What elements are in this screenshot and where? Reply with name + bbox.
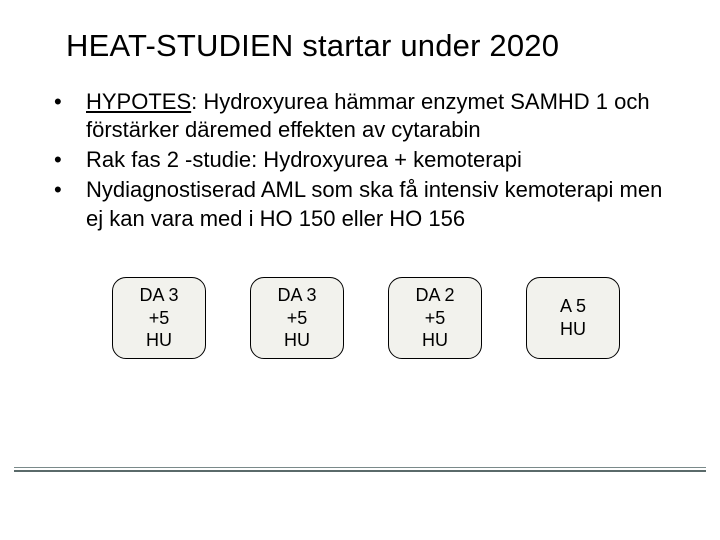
treatment-box: DA 2 +5 HU <box>388 277 482 359</box>
treatment-box: DA 3 +5 HU <box>250 277 344 359</box>
treatment-box: A 5 HU <box>526 277 620 359</box>
box-line: HU <box>560 318 586 341</box>
box-line: HU <box>146 329 172 352</box>
box-line: HU <box>422 329 448 352</box>
bullet-item: Rak fas 2 -studie: Hydroxyurea + kemoter… <box>40 146 680 174</box>
bullet-text: Nydiagnostiserad AML som ska få intensiv… <box>86 177 662 230</box>
box-line: DA 2 <box>415 284 454 307</box>
box-line: A 5 <box>560 295 586 318</box>
box-line: +5 <box>287 307 308 330</box>
box-line: +5 <box>425 307 446 330</box>
treatment-boxes-row: DA 3 +5 HU DA 3 +5 HU DA 2 +5 HU A 5 HU <box>112 277 680 359</box>
slide: HEAT-STUDIEN startar under 2020 HYPOTES:… <box>0 0 720 540</box>
bullet-label-underlined: HYPOTES <box>86 89 191 114</box>
bullet-item: HYPOTES: Hydroxyurea hämmar enzymet SAMH… <box>40 88 680 144</box>
box-line: +5 <box>149 307 170 330</box>
bullet-text: Rak fas 2 -studie: Hydroxyurea + kemoter… <box>86 147 522 172</box>
treatment-box: DA 3 +5 HU <box>112 277 206 359</box>
box-line: HU <box>284 329 310 352</box>
bullet-list: HYPOTES: Hydroxyurea hämmar enzymet SAMH… <box>40 88 680 233</box>
box-line: DA 3 <box>139 284 178 307</box>
footer-divider <box>14 467 706 472</box>
bullet-item: Nydiagnostiserad AML som ska få intensiv… <box>40 176 680 232</box>
box-line: DA 3 <box>277 284 316 307</box>
page-title: HEAT-STUDIEN startar under 2020 <box>66 28 680 64</box>
